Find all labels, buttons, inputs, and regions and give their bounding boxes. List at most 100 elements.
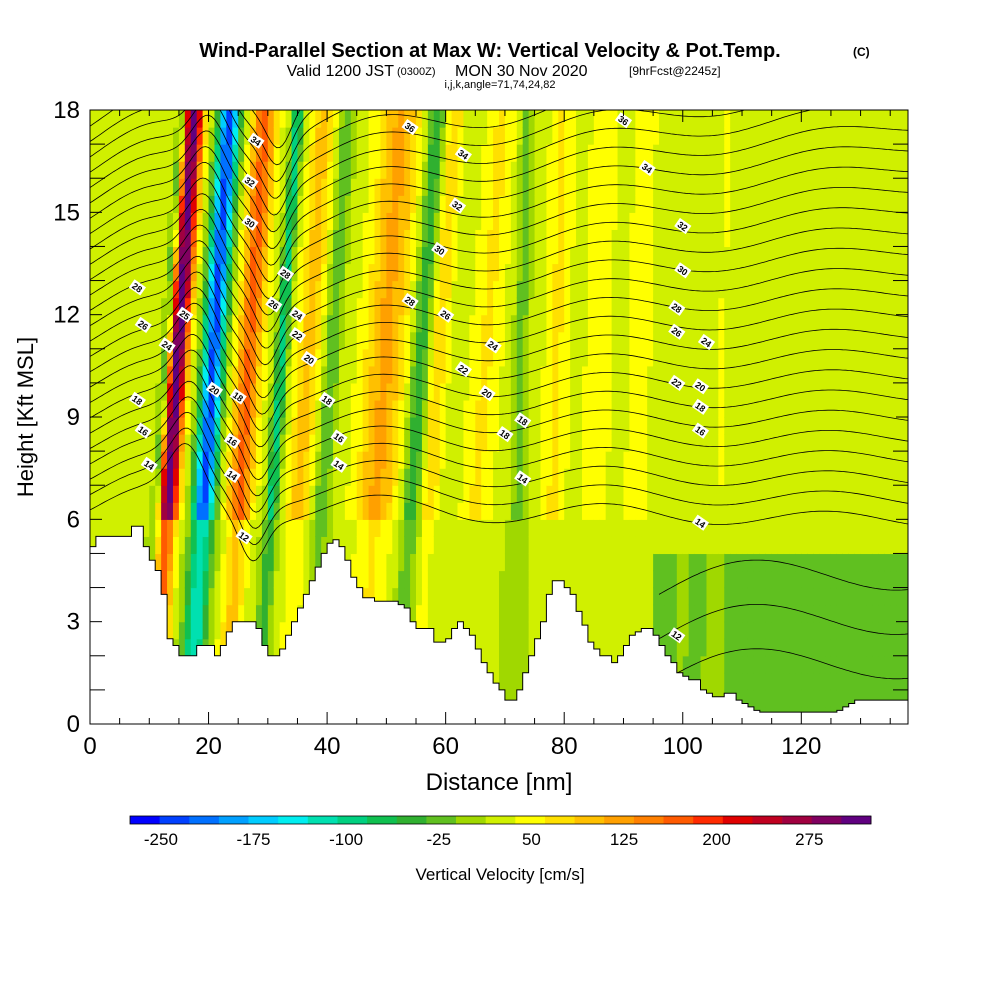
heatmap-cell xyxy=(801,468,808,486)
heatmap-cell xyxy=(250,604,257,623)
heatmap-cell xyxy=(771,672,779,691)
heatmap-cell xyxy=(321,434,328,452)
heatmap-cell xyxy=(101,280,109,299)
heatmap-cell xyxy=(427,468,435,486)
heatmap-cell xyxy=(214,485,222,503)
heatmap-cell xyxy=(753,672,761,691)
heatmap-cell xyxy=(783,280,791,299)
heatmap-cell xyxy=(137,399,144,418)
heatmap-cell xyxy=(469,536,476,555)
heatmap-cell xyxy=(902,689,908,708)
heatmap-cell xyxy=(570,382,577,401)
heatmap-cell xyxy=(593,468,601,486)
heatmap-cell xyxy=(214,178,222,196)
heatmap-cell xyxy=(380,536,387,555)
heatmap-cell xyxy=(107,519,115,537)
heatmap-cell xyxy=(107,297,115,316)
heatmap-cell xyxy=(190,417,198,435)
heatmap-cell xyxy=(795,229,802,248)
heatmap-cell xyxy=(712,297,719,316)
heatmap-cell xyxy=(700,365,708,384)
heatmap-cell xyxy=(676,621,684,640)
heatmap-cell xyxy=(647,417,654,435)
heatmap-cell xyxy=(427,314,435,333)
heatmap-cell xyxy=(587,519,595,537)
heatmap-cell xyxy=(777,280,785,299)
heatmap-cell xyxy=(315,553,322,572)
heatmap-cell xyxy=(226,110,233,128)
heatmap-cell xyxy=(125,399,133,418)
heatmap-cell xyxy=(742,689,749,708)
heatmap-cell xyxy=(481,178,488,196)
heatmap-cell xyxy=(783,195,791,213)
heatmap-cell xyxy=(736,672,743,691)
heatmap-cell xyxy=(232,451,239,469)
heatmap-cell xyxy=(445,229,453,248)
heatmap-cell xyxy=(599,485,607,503)
heatmap-cell xyxy=(694,451,702,469)
heatmap-cell xyxy=(220,348,227,367)
heatmap-cell xyxy=(670,570,678,589)
heatmap-cell xyxy=(712,638,719,657)
heatmap-cell xyxy=(285,519,293,537)
heatmap-cell xyxy=(261,348,269,367)
heatmap-cell xyxy=(167,229,174,248)
heatmap-cell xyxy=(208,127,216,145)
heatmap-cell xyxy=(795,382,802,401)
heatmap-cell xyxy=(190,314,198,333)
heatmap-cell xyxy=(724,468,731,486)
heatmap-cell xyxy=(315,127,322,145)
heatmap-cell xyxy=(416,587,423,606)
heatmap-cell xyxy=(872,399,879,418)
heatmap-cell xyxy=(848,570,856,589)
heatmap-cell xyxy=(261,502,269,520)
heatmap-cell xyxy=(421,502,429,520)
heatmap-cell xyxy=(238,434,245,452)
heatmap-cell xyxy=(161,502,168,520)
heatmap-cell xyxy=(250,314,257,333)
heatmap-cell xyxy=(599,144,607,162)
heatmap-cell xyxy=(291,212,299,230)
heatmap-cell xyxy=(172,263,180,282)
heatmap-cell xyxy=(694,553,702,572)
heatmap-cell xyxy=(321,485,328,503)
heatmap-cell xyxy=(653,587,660,606)
heatmap-cell xyxy=(783,178,791,196)
heatmap-cell xyxy=(795,161,802,179)
heatmap-cell xyxy=(374,280,382,299)
heatmap-cell xyxy=(807,212,814,230)
heatmap-cell xyxy=(866,672,874,691)
heatmap-cell xyxy=(125,144,133,162)
heatmap-cell xyxy=(825,348,832,367)
heatmap-cell xyxy=(742,348,749,367)
heatmap-cell xyxy=(706,144,713,162)
heatmap-cell xyxy=(504,604,512,623)
heatmap-cell xyxy=(178,502,186,520)
heatmap-cell xyxy=(315,280,322,299)
heatmap-cell xyxy=(149,280,156,299)
heatmap-cell xyxy=(641,570,648,589)
heatmap-cell xyxy=(493,468,500,486)
heatmap-cell xyxy=(404,110,411,128)
heatmap-cell xyxy=(878,621,885,640)
heatmap-cell xyxy=(795,195,802,213)
heatmap-cell xyxy=(196,587,204,606)
heatmap-cell xyxy=(303,144,310,162)
heatmap-cell xyxy=(196,246,204,265)
heatmap-cell xyxy=(433,621,441,640)
heatmap-cell xyxy=(516,672,524,691)
heatmap-cell xyxy=(848,127,856,145)
heatmap-cell xyxy=(143,212,150,230)
heatmap-cell xyxy=(184,638,192,657)
heatmap-cell xyxy=(416,178,423,196)
heatmap-cell xyxy=(344,502,352,520)
heatmap-cell xyxy=(261,399,269,418)
heatmap-cell xyxy=(593,212,601,230)
heatmap-cell xyxy=(759,570,767,589)
heatmap-cell xyxy=(759,604,767,623)
heatmap-cell xyxy=(510,178,518,196)
heatmap-cell xyxy=(890,263,897,282)
heatmap-cell xyxy=(564,382,571,401)
heatmap-cell xyxy=(190,451,198,469)
heatmap-cell xyxy=(605,382,613,401)
